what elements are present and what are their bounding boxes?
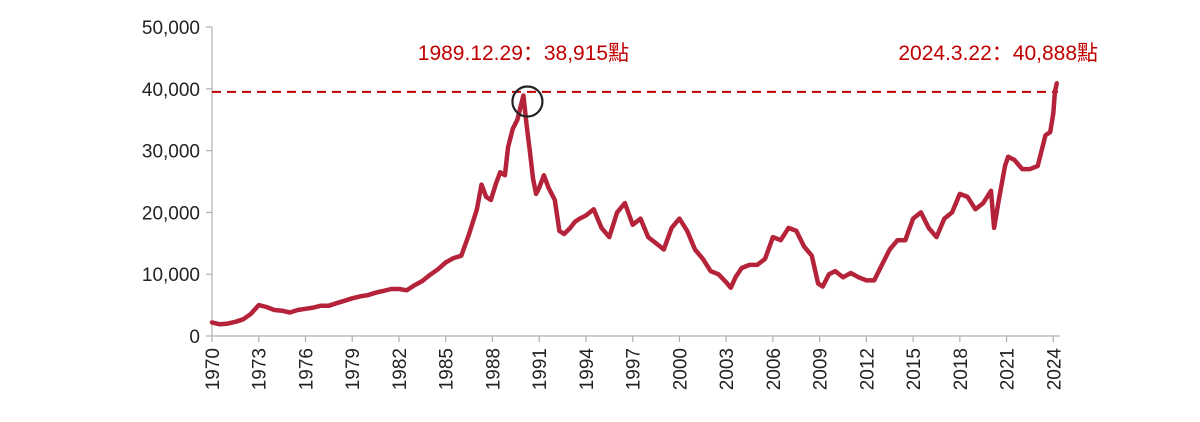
x-tick-label: 1982 bbox=[390, 348, 411, 390]
x-tick-label: 1997 bbox=[624, 348, 645, 390]
x-tick-label: 2000 bbox=[670, 348, 691, 390]
series-line bbox=[209, 81, 1060, 327]
x-tick-label: 1985 bbox=[437, 348, 458, 390]
peak-1989-annotation: 1989.12.29：38,915點 bbox=[418, 42, 629, 65]
x-tick-label: 2018 bbox=[951, 348, 972, 390]
y-ticks: 0 10,000 20,000 30,000 40,000 50,000 bbox=[142, 18, 212, 348]
x-tick-label: 2006 bbox=[764, 348, 785, 390]
x-tick-label: 2003 bbox=[717, 348, 738, 390]
y-tick-label: 40,000 bbox=[142, 80, 200, 101]
x-tick-label: 2021 bbox=[998, 348, 1019, 390]
axes bbox=[211, 27, 1060, 337]
x-tick-label: 2009 bbox=[811, 348, 832, 390]
x-tick-label: 1979 bbox=[343, 348, 364, 390]
y-tick-label: 30,000 bbox=[142, 142, 200, 163]
y-tick-label: 0 bbox=[189, 327, 200, 348]
y-tick-label: 20,000 bbox=[142, 203, 200, 224]
x-tick-label: 1970 bbox=[203, 348, 224, 390]
x-tick-label: 1991 bbox=[530, 348, 551, 390]
annotations: 1989.12.29：38,915點 2024.3.22：40,888點 bbox=[418, 42, 1098, 65]
x-tick-label: 1988 bbox=[483, 348, 504, 390]
x-ticks: 1970 1973 1976 1979 1982 1985 1988 1991 1994 1997… bbox=[203, 336, 1065, 390]
peak-2024-annotation: 2024.3.22：40,888點 bbox=[898, 42, 1098, 65]
x-tick-label: 2015 bbox=[904, 348, 925, 390]
peak-circle-marker bbox=[511, 85, 544, 118]
y-tick-label: 50,000 bbox=[142, 18, 200, 39]
x-tick-label: 2024 bbox=[1044, 348, 1065, 391]
x-tick-label: 2012 bbox=[857, 348, 878, 390]
x-tick-label: 1973 bbox=[250, 348, 271, 390]
y-tick-label: 10,000 bbox=[142, 265, 200, 286]
x-tick-label: 1976 bbox=[296, 348, 317, 390]
x-tick-label: 1994 bbox=[577, 348, 598, 391]
